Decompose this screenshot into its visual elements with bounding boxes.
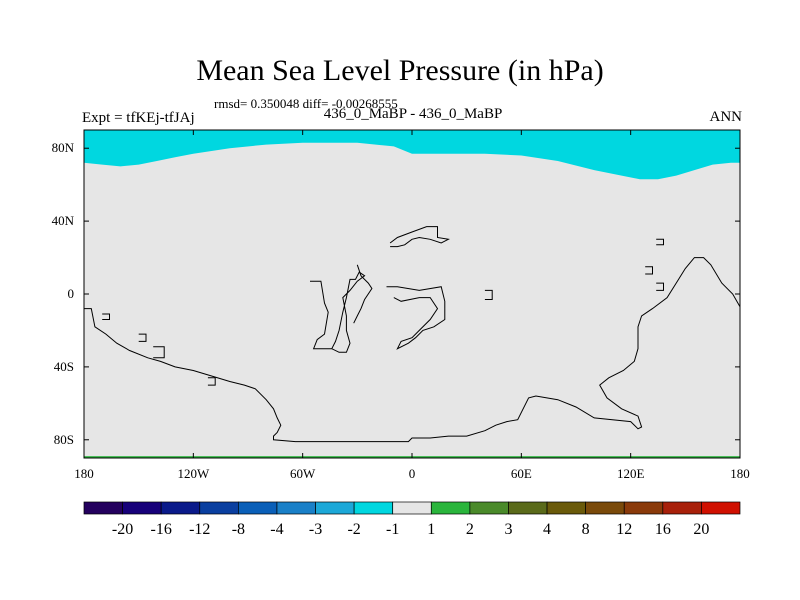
colorbar-swatch: [276, 501, 316, 515]
colorbar-label: 16: [655, 521, 671, 538]
colorbar-swatch: [160, 501, 201, 515]
colorbar-swatch: [315, 501, 355, 515]
colorbar-label: -1: [386, 521, 399, 538]
colorbar-swatch: [83, 501, 123, 515]
colorbar-swatch: [238, 501, 278, 515]
colorbar-swatch: [508, 501, 548, 515]
x-tick-label: 120E: [617, 466, 645, 481]
colorbar-swatch: [701, 501, 741, 515]
colorbar-label: 12: [616, 521, 632, 538]
colorbar-label: 3: [504, 521, 512, 538]
coastline-7: [656, 282, 664, 291]
colorbar-swatch: [585, 501, 625, 515]
colorbar-swatch: [662, 501, 702, 515]
north-region-fill: [84, 130, 740, 180]
colorbar-swatch: [623, 501, 664, 515]
colorbar-label: -16: [151, 521, 172, 538]
coastline-10: [138, 333, 147, 342]
colorbar-label: -2: [347, 521, 360, 538]
colorbar-label: 20: [693, 521, 709, 538]
colorbar-swatch: [469, 501, 509, 515]
colorbar-label: 8: [582, 521, 590, 538]
coastline-5: [656, 238, 664, 246]
colorbar-swatch: [199, 501, 239, 515]
coastline-8: [484, 289, 493, 300]
y-tick-label: 80N: [52, 140, 75, 155]
plot-background: [84, 130, 740, 458]
coastline-4: [353, 264, 373, 324]
stats-text: rmsd= 0.350048 diff= -0.00268555: [214, 96, 398, 111]
chart-title: Mean Sea Level Pressure (in hPa): [196, 54, 604, 87]
y-tick-label: 80S: [54, 432, 74, 447]
y-tick-label: 0: [68, 286, 75, 301]
colorbar-label: 2: [466, 521, 474, 538]
colorbar-label: -20: [112, 521, 133, 538]
colorbar-swatch: [546, 501, 586, 515]
coastline-3: [389, 226, 450, 248]
y-tick-label: 40S: [54, 359, 74, 374]
x-tick-label: 180: [730, 466, 750, 481]
y-tick-label: 40N: [52, 213, 75, 228]
colorbar-swatch: [122, 501, 162, 515]
coastline-6: [645, 266, 653, 275]
colorbar-label: -8: [232, 521, 245, 538]
x-tick-label: 120W: [177, 466, 210, 481]
chart-subtitle: 436_0_MaBP - 436_0_MaBP: [323, 106, 503, 122]
colorbar-swatch: [353, 501, 394, 515]
season-label: ANN: [709, 109, 743, 125]
colorbar-label: -12: [189, 521, 210, 538]
colorbar-label: 1: [427, 521, 435, 538]
colorbar-label: -4: [270, 521, 283, 538]
coastlines: [84, 226, 741, 443]
coastline-1: [310, 271, 366, 353]
x-tick-label: 60W: [290, 466, 316, 481]
coastline-9: [102, 313, 110, 320]
colorbar-label: 4: [543, 521, 551, 538]
coastline-0: [84, 257, 741, 443]
colorbar-label: -3: [309, 521, 322, 538]
coastline-2: [386, 286, 446, 350]
coastline-12: [207, 377, 216, 386]
colorbar: -20 -16 -12 -8 -4 -3 -2 -1 1 2 3 4 8 12 16 20: [83, 501, 741, 538]
colorbar-swatch: [392, 501, 432, 515]
coastline-11: [153, 346, 165, 359]
x-tick-label: 0: [409, 466, 416, 481]
x-tick-label: 180: [74, 466, 94, 481]
experiment-label: Expt = tfKEj-tfJAj: [82, 110, 195, 126]
axis-ticks: 180 120W 60W 0 60E 120E 180 80N 40N 0 40S 80S: [52, 130, 750, 481]
colorbar-swatch: [430, 501, 471, 515]
x-tick-label: 60E: [511, 466, 532, 481]
